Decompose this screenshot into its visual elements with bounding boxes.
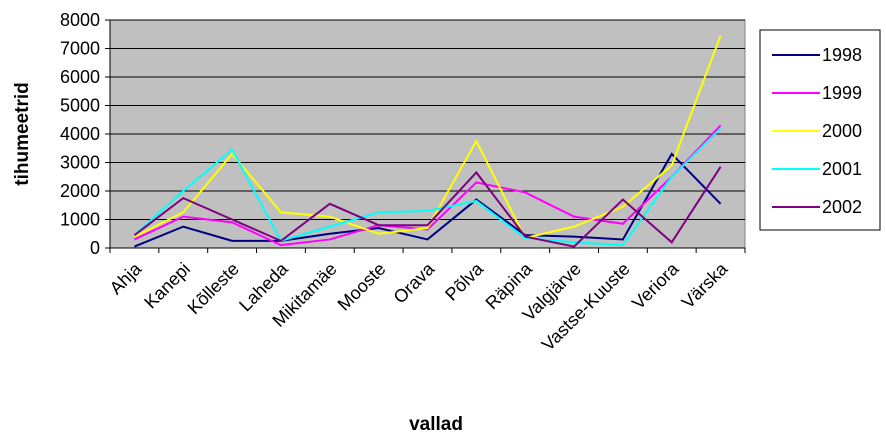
y-tick-label: 2000 bbox=[60, 181, 100, 201]
series-line-2001 bbox=[133, 127, 722, 247]
series-line-1998 bbox=[134, 152, 722, 248]
y-tick-label: 4000 bbox=[60, 124, 100, 144]
y-tick-label: 6000 bbox=[60, 67, 100, 87]
y-axis-ticks: 0 1000 2000 3000 4000 5000 6000 7000 8000 bbox=[60, 10, 745, 258]
series-line-2002 bbox=[133, 166, 722, 248]
y-axis-title: tihumeetrid bbox=[12, 82, 33, 185]
x-tick-label: Kõlleste bbox=[184, 259, 243, 318]
y-tick-label: 1000 bbox=[60, 210, 100, 230]
x-tick-label: Ahja bbox=[106, 258, 146, 298]
x-axis-title: vallad bbox=[409, 414, 463, 435]
y-tick-label: 7000 bbox=[60, 39, 100, 59]
series-line-1999 bbox=[134, 124, 722, 247]
y-tick-label: 5000 bbox=[60, 96, 100, 116]
x-tick-label: Vastse-Kuuste bbox=[538, 259, 634, 355]
legend-label: 2002 bbox=[822, 197, 862, 217]
y-tick-label: 0 bbox=[90, 238, 100, 258]
legend-label: 1998 bbox=[822, 45, 862, 65]
series-line-2000 bbox=[133, 35, 722, 240]
legend-label: 1999 bbox=[822, 83, 862, 103]
legend-label: 2000 bbox=[822, 121, 862, 141]
x-tick-label: Põlva bbox=[441, 258, 488, 305]
legend: 1998 1999 2000 2001 2002 bbox=[759, 29, 881, 231]
x-tick-label: Veriora bbox=[628, 258, 683, 313]
y-tick-label: 8000 bbox=[60, 10, 100, 30]
x-tick-label: Orava bbox=[390, 258, 440, 308]
x-tick-label: Värska bbox=[678, 258, 732, 312]
x-tick-label: Mooste bbox=[334, 259, 390, 315]
legend-label: 2001 bbox=[822, 159, 862, 179]
y-tick-label: 3000 bbox=[60, 153, 100, 173]
series-lines bbox=[133, 35, 722, 248]
